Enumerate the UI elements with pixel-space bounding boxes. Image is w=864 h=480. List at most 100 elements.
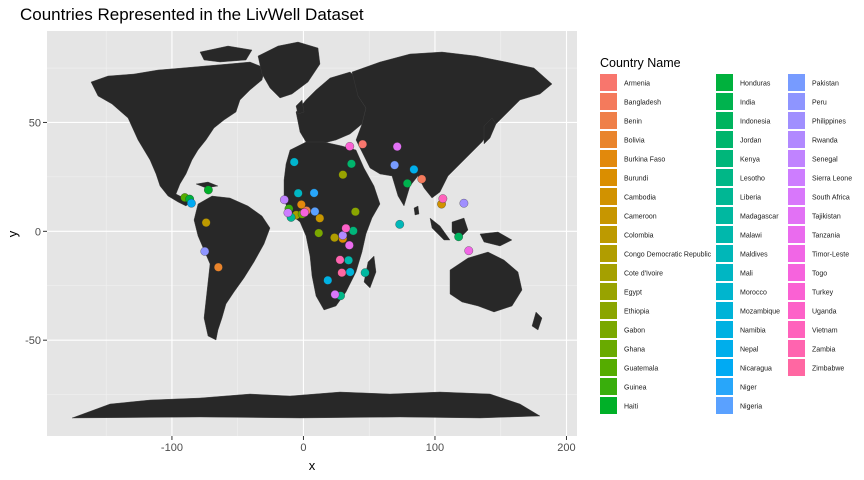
- country-zimbabwe: [337, 268, 347, 278]
- x-axis-ticks: -100 0 100 200: [161, 436, 576, 454]
- legend-key-indonesia: [716, 112, 733, 129]
- highlighted-countries: [180, 139, 474, 301]
- legend-label-jordan: Jordan: [740, 138, 762, 145]
- legend-label-niger: Niger: [740, 385, 757, 392]
- country-armenia: [358, 139, 367, 149]
- legend-label-zambia: Zambia: [812, 347, 835, 354]
- legend-label-nicaragua: Nicaragua: [740, 366, 772, 373]
- legend-label-malawi: Malawi: [740, 233, 762, 240]
- legend-key-vietnam: [788, 321, 805, 338]
- legend-key-namibia: [716, 321, 733, 338]
- legend-label-benin: Benin: [624, 119, 642, 126]
- country-togo: [300, 208, 309, 217]
- landmass-japan: [483, 117, 497, 145]
- legend-label-burundi: Burundi: [624, 176, 649, 183]
- country-bangladesh: [417, 174, 427, 184]
- y-axis-title: y: [5, 230, 20, 237]
- country-burkina-faso: [296, 200, 306, 209]
- legend-key-jordan: [716, 131, 733, 148]
- legend-key-peru: [788, 93, 805, 110]
- legend-label-burkina-faso: Burkina Faso: [624, 157, 665, 164]
- country-namibia: [323, 275, 333, 285]
- legend-label-senegal: Senegal: [812, 157, 838, 164]
- legend-key-zimbabwe: [788, 359, 805, 376]
- legend-key-zambia: [788, 340, 805, 357]
- legend-key-nigeria: [716, 397, 733, 414]
- country-gabon: [314, 228, 324, 238]
- axes: -100 0 100 200 -50 0 50 x y: [5, 117, 576, 473]
- country-maldives: [395, 220, 405, 229]
- legend-key-tajikistan: [788, 207, 805, 224]
- country-india: [402, 179, 412, 188]
- world-landmass: [71, 41, 553, 419]
- legend-key-maldives: [716, 245, 733, 262]
- legend-label-nepal: Nepal: [740, 347, 759, 354]
- y-axis-ticks: -50 0 50: [25, 117, 47, 347]
- country-south-africa: [330, 290, 340, 299]
- plot-panel: [47, 31, 577, 436]
- legend-key-south-africa: [788, 188, 805, 205]
- legend-label-guatemala: Guatemala: [624, 366, 658, 373]
- legend-label-madagascar: Madagascar: [740, 214, 779, 221]
- legend-key-tanzania: [788, 226, 805, 243]
- legend-label-liberia: Liberia: [740, 195, 761, 202]
- landmass-south-america: [193, 195, 271, 341]
- legend-key-colombia: [600, 226, 617, 243]
- legend-key-gabon: [600, 321, 617, 338]
- legend-label-cameroon: Cameroon: [624, 214, 657, 221]
- landmass-greenland: [257, 41, 321, 99]
- legend-key-guinea: [600, 378, 617, 395]
- landmass-madagascar: [363, 255, 377, 289]
- chart-title: Countries Represented in the LivWell Dat…: [20, 5, 364, 24]
- legend-label-honduras: Honduras: [740, 81, 771, 88]
- legend-key-benin: [600, 112, 617, 129]
- legend-key-sierra-leone: [788, 169, 805, 186]
- country-kenya: [348, 226, 358, 236]
- country-turkey: [345, 142, 355, 151]
- legend-label-ethiopia: Ethiopia: [624, 309, 649, 316]
- landmass-arctic-islands: [199, 45, 253, 63]
- country-morocco: [289, 157, 299, 167]
- landmass-antarctica: [71, 391, 541, 419]
- legend-items: Armenia Bangladesh Benin Bolivia Burkina Fas…: [600, 74, 852, 414]
- country-zambia: [335, 255, 345, 265]
- legend-label-peru: Peru: [812, 100, 827, 107]
- legend-key-burkina-faso: [600, 150, 617, 167]
- landmass-cuba: [195, 181, 219, 189]
- legend-key-india: [716, 93, 733, 110]
- legend-key-cameroon: [600, 207, 617, 224]
- legend-label-south-africa: South Africa: [812, 195, 850, 202]
- legend-key-burundi: [600, 169, 617, 186]
- landmass-new-zealand: [531, 311, 543, 331]
- legend-label-haiti: Haiti: [624, 404, 638, 411]
- legend-label-sierra-leone: Sierra Leone: [812, 176, 852, 183]
- y-tick-label: 0: [35, 226, 41, 238]
- legend-label-bolivia: Bolivia: [624, 138, 645, 145]
- landmass-north-america: [90, 61, 266, 207]
- legend-label-pakistan: Pakistan: [812, 81, 839, 88]
- country-mozambique: [345, 267, 355, 277]
- landmass-sumatra: [429, 217, 451, 241]
- legend-key-niger: [716, 378, 733, 395]
- x-tick-label: 0: [300, 442, 306, 454]
- country-colombia: [201, 218, 211, 227]
- x-tick-label: -100: [161, 442, 183, 454]
- country-malawi: [344, 255, 353, 265]
- legend: Country Name Armenia Bangladesh Benin Boliv…: [600, 56, 852, 414]
- country-nigeria: [310, 207, 320, 216]
- country-madagascar: [360, 268, 370, 278]
- legend-label-kenya: Kenya: [740, 157, 760, 164]
- legend-label-maldives: Maldives: [740, 252, 768, 259]
- country-timor-leste: [464, 246, 474, 256]
- legend-label-namibia: Namibia: [740, 328, 766, 335]
- landmass-australia: [449, 251, 523, 313]
- legend-label-egypt: Egypt: [624, 290, 642, 297]
- legend-key-philippines: [788, 112, 805, 129]
- legend-label-morocco: Morocco: [740, 290, 767, 297]
- country-nicaragua: [187, 198, 196, 208]
- legend-label-indonesia: Indonesia: [740, 119, 770, 126]
- legend-label-rwanda: Rwanda: [812, 138, 838, 145]
- legend-key-madagascar: [716, 207, 733, 224]
- legend-key-ethiopia: [600, 302, 617, 319]
- legend-key-guatemala: [600, 359, 617, 376]
